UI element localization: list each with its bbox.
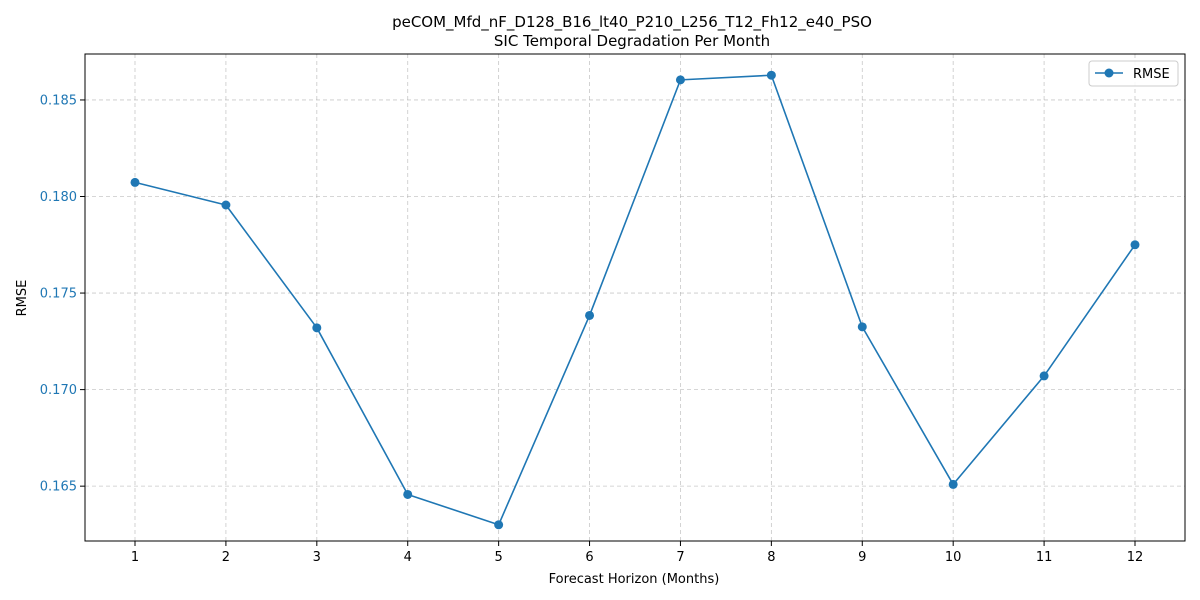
data-point [221, 200, 231, 210]
data-point [1039, 371, 1049, 381]
plot-frame [84, 53, 1186, 542]
legend: RMSE [1088, 60, 1179, 87]
chart-title: peCOM_Mfd_nF_D128_B16_lt40_P210_L256_T12… [392, 13, 872, 32]
y-tick-label: 0.175 [40, 287, 77, 302]
data-point [494, 520, 504, 530]
x-tick-label: 3 [313, 550, 321, 565]
x-tick-label: 2 [222, 550, 230, 565]
y-tick-label: 0.180 [40, 190, 77, 205]
x-tick-label: 5 [494, 550, 502, 565]
series-line [134, 74, 1136, 526]
legend-marker [1104, 68, 1114, 78]
data-point [585, 310, 595, 320]
legend-box [1088, 60, 1179, 87]
series-rmse [130, 70, 1140, 530]
y-tick-label: 0.165 [40, 480, 77, 495]
data-point [948, 479, 958, 489]
x-axis-label: Forecast Horizon (Months) [549, 572, 720, 587]
data-point [312, 323, 322, 333]
data-point [766, 70, 776, 80]
x-tick-label: 12 [1127, 550, 1144, 565]
x-tick-label: 10 [945, 550, 962, 565]
grid [85, 54, 1185, 541]
x-tick-label: 6 [585, 550, 593, 565]
y-axis-label: RMSE [15, 280, 30, 317]
x-tick-label: 7 [676, 550, 684, 565]
y-tick-label: 0.170 [40, 383, 77, 398]
x-tick-label: 11 [1036, 550, 1053, 565]
data-point [675, 75, 685, 85]
data-point [857, 322, 867, 332]
data-point [130, 177, 140, 187]
data-point [403, 489, 413, 499]
x-axis-ticks: 1 2 3 4 5 6 7 8 9 10 11 12 [131, 541, 1143, 565]
data-point [1130, 240, 1140, 250]
y-axis-ticks: 0.165 0.170 0.175 0.180 0.185 [40, 93, 85, 495]
x-tick-label: 8 [767, 550, 775, 565]
x-tick-label: 4 [404, 550, 412, 565]
y-tick-label: 0.185 [40, 93, 77, 108]
x-tick-label: 1 [131, 550, 139, 565]
chart-subtitle: SIC Temporal Degradation Per Month [494, 32, 770, 50]
legend-label-rmse: RMSE [1133, 67, 1170, 82]
x-tick-label: 9 [858, 550, 866, 565]
